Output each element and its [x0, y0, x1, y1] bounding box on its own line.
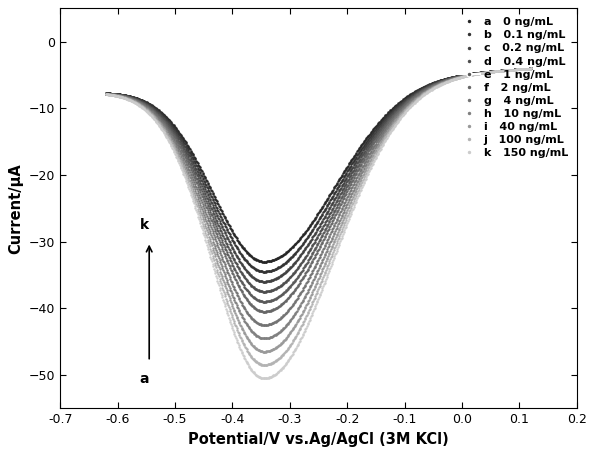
Y-axis label: Current/μA: Current/μA	[8, 163, 23, 254]
X-axis label: Potential/V vs.Ag/AgCl (3M KCl): Potential/V vs.Ag/AgCl (3M KCl)	[188, 432, 449, 447]
Text: k: k	[140, 217, 149, 232]
Text: a: a	[140, 372, 149, 385]
Legend: a   0 ng/mL, b   0.1 ng/mL, c   0.2 ng/mL, d   0.4 ng/mL, e   1 ng/mL, f   2 ng/: a 0 ng/mL, b 0.1 ng/mL, c 0.2 ng/mL, d 0…	[455, 14, 571, 162]
